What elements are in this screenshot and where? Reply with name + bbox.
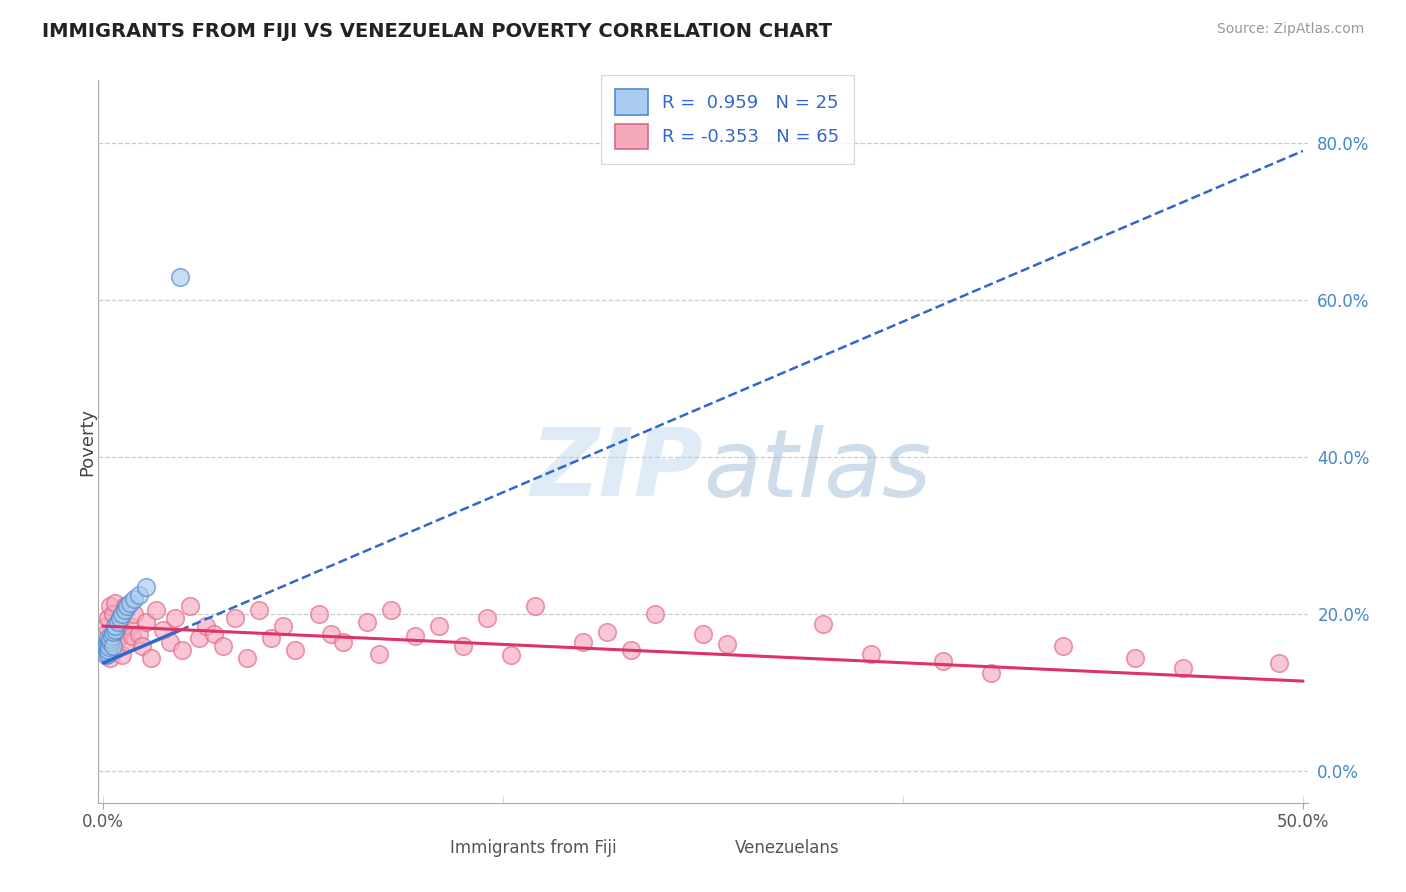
Point — [96, 647, 118, 661]
Text: IMMIGRANTS FROM FIJI VS VENEZUELAN POVERTY CORRELATION CHART: IMMIGRANTS FROM FIJI VS VENEZUELAN POVER… — [42, 22, 832, 41]
Point — [135, 615, 157, 630]
Point — [111, 648, 134, 662]
Point — [107, 631, 129, 645]
Point — [356, 615, 378, 630]
Point — [499, 648, 522, 662]
Point — [644, 607, 666, 622]
Point — [188, 631, 211, 645]
Point — [332, 635, 354, 649]
Point — [135, 580, 157, 594]
Point — [97, 611, 120, 625]
Point — [96, 637, 118, 651]
Point — [165, 611, 187, 625]
Point — [111, 611, 134, 625]
Point — [980, 666, 1002, 681]
Point — [145, 603, 167, 617]
Point — [100, 629, 122, 643]
Point — [124, 591, 146, 606]
Point — [97, 642, 120, 657]
Point — [859, 647, 882, 661]
Point — [716, 637, 738, 651]
Point — [94, 639, 117, 653]
Point — [271, 619, 294, 633]
Text: Source: ZipAtlas.com: Source: ZipAtlas.com — [1216, 22, 1364, 37]
Point — [1171, 661, 1194, 675]
Point — [100, 650, 122, 665]
Point — [308, 607, 330, 622]
Point — [128, 627, 150, 641]
Point — [108, 611, 131, 625]
Point — [811, 616, 834, 631]
Point — [692, 627, 714, 641]
Point — [141, 650, 163, 665]
Point — [100, 635, 122, 649]
Point — [260, 631, 283, 645]
Point — [97, 631, 120, 645]
Point — [115, 635, 138, 649]
Point — [108, 623, 131, 637]
Point — [451, 639, 474, 653]
Point — [380, 603, 402, 617]
Point — [128, 588, 150, 602]
Point — [224, 611, 246, 625]
Point — [94, 648, 117, 662]
Point — [152, 623, 174, 637]
Point — [159, 635, 181, 649]
Point — [104, 623, 127, 637]
Point — [104, 619, 127, 633]
Point — [100, 599, 122, 614]
Point — [94, 627, 117, 641]
Point — [98, 640, 121, 655]
Point — [121, 629, 143, 643]
Point — [236, 650, 259, 665]
Y-axis label: Poverty: Poverty — [79, 408, 96, 475]
Point — [97, 639, 120, 653]
Point — [427, 619, 450, 633]
Point — [104, 595, 127, 609]
Point — [100, 632, 122, 647]
Point — [284, 642, 307, 657]
Point — [404, 629, 426, 643]
Point — [101, 639, 124, 653]
Point — [118, 595, 141, 609]
Point — [620, 642, 643, 657]
Point — [94, 619, 117, 633]
Point — [111, 607, 134, 622]
Point — [195, 619, 218, 633]
Point — [572, 635, 595, 649]
Point — [101, 624, 124, 639]
Point — [202, 627, 225, 641]
Point — [247, 603, 270, 617]
Text: Venezuelans: Venezuelans — [735, 839, 839, 857]
Point — [1052, 639, 1074, 653]
Legend: R =  0.959   N = 25, R = -0.353   N = 65: R = 0.959 N = 25, R = -0.353 N = 65 — [600, 75, 853, 164]
Point — [172, 642, 194, 657]
Text: atlas: atlas — [703, 425, 931, 516]
Point — [1268, 656, 1291, 670]
Point — [114, 599, 136, 614]
Text: ZIP: ZIP — [530, 425, 703, 516]
Point — [932, 655, 955, 669]
Point — [321, 627, 343, 641]
Point — [115, 599, 138, 614]
Point — [524, 599, 547, 614]
Point — [101, 607, 124, 622]
Point — [114, 603, 136, 617]
Point — [101, 635, 124, 649]
Point — [169, 269, 191, 284]
Point — [1123, 650, 1146, 665]
Point — [104, 642, 127, 657]
Point — [124, 607, 146, 622]
Point — [596, 624, 619, 639]
Point — [368, 647, 391, 661]
Text: Immigrants from Fiji: Immigrants from Fiji — [450, 839, 617, 857]
Point — [212, 639, 235, 653]
Point — [475, 611, 498, 625]
Point — [94, 642, 117, 657]
Point — [118, 619, 141, 633]
Point — [107, 615, 129, 630]
Point — [179, 599, 201, 614]
Point — [131, 639, 153, 653]
